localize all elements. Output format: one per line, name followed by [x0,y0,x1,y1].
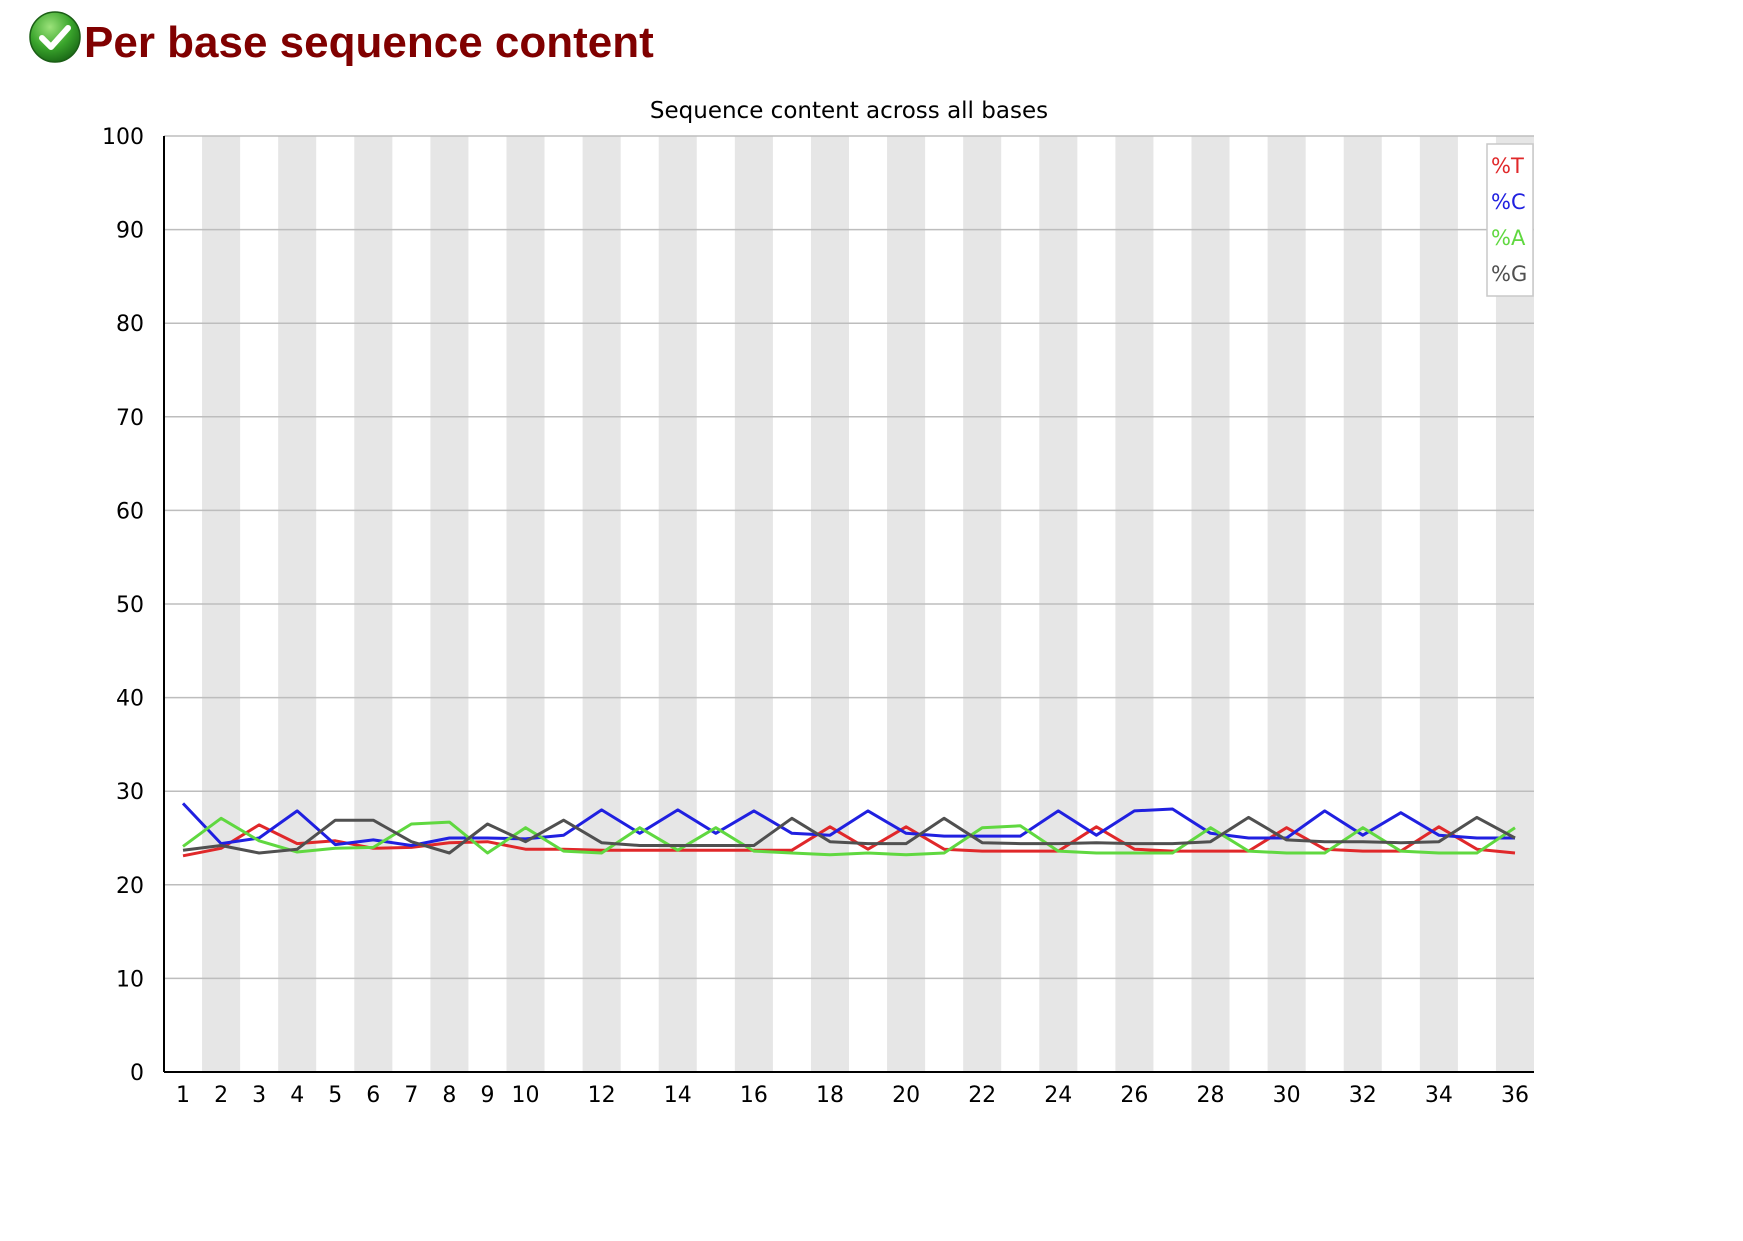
series-line-pct-t [182,823,1516,858]
legend-item: %C [1491,190,1526,214]
x-tick-label: 10 [512,1083,540,1108]
x-tick-label: 34 [1425,1083,1453,1108]
page-title: Per base sequence content [84,18,654,67]
x-tick-label: 30 [1273,1083,1301,1108]
chart-title: Sequence content across all bases [650,98,1048,124]
x-tick-label: 24 [1044,1083,1072,1108]
series-line-pct-g [182,815,1516,855]
legend-item: %G [1491,262,1527,286]
legend-item: %A [1491,226,1526,250]
y-tick-label: 30 [116,780,144,805]
y-tick-label: 100 [102,125,144,150]
gridlines [164,135,1534,1073]
x-tick-label: 9 [480,1083,494,1108]
x-axis-ticks: 1 2 3 4 5 6 7 8 9 10 12 14 16 18 20 22 24 26 28 30 32 34 36 [176,1083,1529,1108]
x-tick-label: 20 [892,1083,920,1108]
x-tick-label: 8 [442,1083,456,1108]
y-axis-ticks: 0 10 20 30 40 50 60 70 80 90 100 [102,125,144,1086]
y-tick-label: 10 [116,967,144,992]
series-line-pct-c [181,802,1515,847]
x-tick-label: 4 [290,1083,304,1108]
x-tick-label: 28 [1197,1083,1225,1108]
y-tick-label: 0 [130,1061,144,1086]
x-tick-label: 32 [1349,1083,1377,1108]
x-tick-label: 26 [1120,1083,1148,1108]
x-tick-label: 14 [664,1083,692,1108]
x-tick-label: 1 [176,1083,190,1108]
x-tick-label: 18 [816,1083,844,1108]
y-tick-label: 20 [116,874,144,899]
x-tick-label: 22 [968,1083,996,1108]
x-tick-label: 2 [214,1083,228,1108]
legend: %T %C %A %G [1486,143,1534,297]
y-tick-label: 80 [116,312,144,337]
x-tick-label: 5 [328,1083,342,1108]
legend-box [1486,143,1534,297]
x-tick-label: 16 [740,1083,768,1108]
check-circle-icon [29,11,81,63]
y-tick-label: 60 [116,499,144,524]
x-tick-label: 7 [404,1083,418,1108]
x-tick-label: 6 [366,1083,380,1108]
series-lines [181,802,1516,858]
y-tick-label: 90 [116,219,144,244]
legend-item: %T [1491,154,1524,178]
x-tick-label: 3 [252,1083,266,1108]
x-tick-label: 12 [588,1083,616,1108]
y-tick-label: 70 [116,406,144,431]
series-line-pct-a [182,816,1516,857]
section-header: Per base sequence content [28,0,654,80]
x-tick-label: 36 [1501,1083,1529,1108]
y-tick-label: 40 [116,687,144,712]
axes [163,136,1534,1073]
y-tick-label: 50 [116,593,144,618]
